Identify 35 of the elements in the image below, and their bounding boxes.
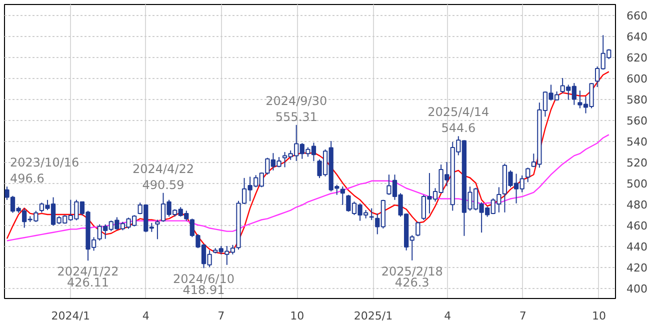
line-series (6, 134, 610, 242)
x-tick-label: 7 (218, 310, 225, 322)
annotation: 2023/10/16 496.6 (10, 156, 80, 186)
x-tick-label: 10 (592, 310, 606, 322)
y-tick-label: 660 (626, 10, 648, 22)
annotation: 2024/9/30 555.31 (266, 94, 328, 124)
y-tick-label: 500 (626, 178, 648, 190)
x-tick-label: 7 (519, 310, 526, 322)
x-tick-label: 10 (290, 310, 304, 322)
y-tick-label: 420 (626, 262, 648, 274)
candlestick (369, 208, 374, 221)
candlestick (416, 221, 420, 237)
x-tick-label: 4 (444, 310, 452, 322)
y-tick-label: 640 (626, 30, 648, 44)
annotation: 2024/6/10 418.91 (172, 272, 235, 298)
y-tick-label: 480 (626, 198, 648, 212)
y-tick-label: 520 (626, 156, 648, 170)
annotation: 2025/2/18 426.3 (381, 264, 443, 290)
y-tick-label: 600 (626, 72, 648, 86)
y-tick-label: 460 (626, 220, 648, 232)
candlestick (340, 186, 345, 206)
annotation: 2024/1/22 426.11 (57, 264, 119, 290)
y-tick-label: 440 (626, 240, 648, 254)
annotation: 2024/4/22 490.59 (132, 162, 194, 192)
x-tick-label: 2024/1 (51, 310, 90, 322)
y-tick-label: 620 (626, 52, 648, 64)
y-tick-label: 400 (626, 282, 648, 296)
candlestick (155, 219, 160, 240)
x-tick-label: 4 (142, 310, 150, 322)
y-tick-label: 540 (626, 136, 648, 148)
candlestick (526, 167, 530, 183)
annotation: 2025/4/14 544.6 (428, 105, 490, 136)
x-tick-label: 2025/1 (354, 310, 393, 322)
y-tick-label: 580 (626, 94, 648, 106)
y-tick-label: 560 (626, 114, 648, 128)
